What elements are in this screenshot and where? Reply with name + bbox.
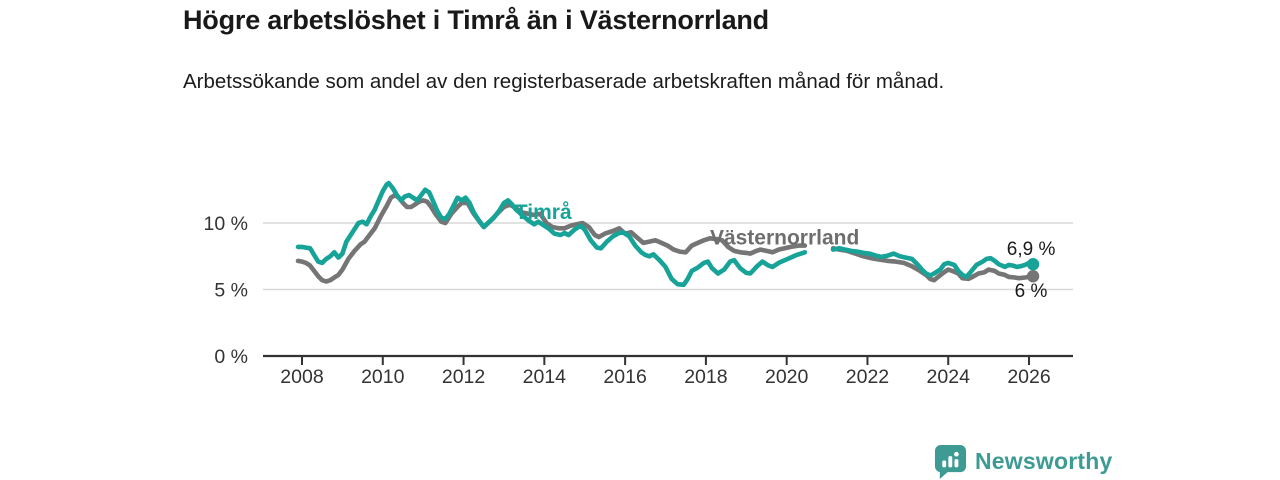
chart-subtitle: Arbetssökande som andel av den registerb… [183, 70, 945, 93]
x-axis-tick-label: 2008 [280, 366, 323, 388]
x-axis-tick-label: 2022 [846, 366, 889, 388]
x-axis-tick-label: 2016 [603, 366, 646, 388]
page-title: Högre arbetslöshet i Timrå än i Västerno… [183, 5, 769, 35]
y-axis-tick-label: 5 % [214, 280, 248, 302]
x-axis-tick-label: 2010 [361, 366, 405, 388]
series-line-timrå [830, 246, 1036, 280]
series-end-dot-västernorrland [1026, 270, 1040, 283]
series-label-timrå: Timrå [515, 201, 572, 224]
series-end-dot-timrå [1026, 258, 1040, 271]
end-value-label-timrå: 6,9 % [1007, 239, 1056, 260]
x-axis-tick-label: 2018 [684, 366, 727, 388]
newsworthy-bar-chart-icon [934, 445, 967, 479]
end-value-label-västernorrland: 6 % [1015, 281, 1048, 302]
y-axis-tick-label: 0 % [214, 346, 248, 368]
series-line-timrå [295, 180, 808, 288]
series-line-västernorrland [830, 246, 1036, 283]
x-axis-tick-label: 2020 [765, 366, 809, 388]
newsworthy-logo[interactable]: Newsworthy [934, 444, 1112, 479]
x-axis-tick-label: 2024 [927, 366, 971, 388]
x-axis-tick-label: 2014 [523, 366, 567, 388]
x-axis-tick-label: 2026 [1007, 366, 1050, 388]
series-line-västernorrland [295, 192, 808, 284]
x-axis-tick-label: 2012 [442, 366, 485, 388]
series-label-västernorrland: Västernorrland [710, 226, 859, 249]
newsworthy-logo-text: Newsworthy [975, 448, 1113, 474]
y-axis-tick-label: 10 % [204, 213, 248, 235]
